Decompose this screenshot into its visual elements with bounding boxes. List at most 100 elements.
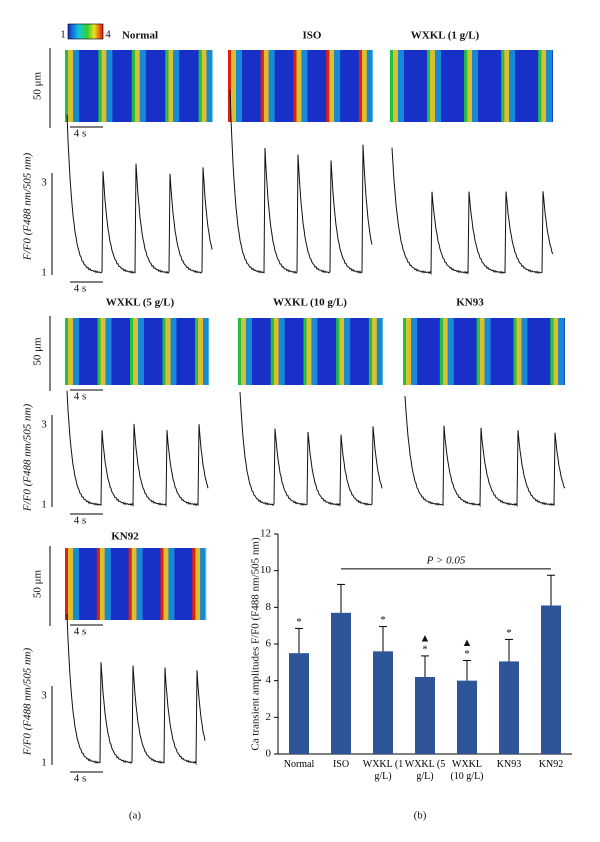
scan-stripe — [509, 50, 516, 122]
scan-stripe — [479, 318, 485, 385]
x-tick-label: WXKL (5 g/L) — [404, 759, 446, 782]
colorbar-max: 4 — [105, 29, 111, 41]
group-title: KN92 — [111, 531, 139, 543]
scan-stripe — [501, 50, 505, 122]
bar — [499, 661, 519, 754]
trace-y-label: F/F0 (F488 nm/505 nm) — [22, 404, 34, 513]
scan-stripe — [538, 50, 542, 122]
scan-stripe — [201, 50, 207, 122]
group-title: ISO — [303, 30, 322, 42]
bar — [331, 612, 351, 754]
scan-stripe — [439, 318, 443, 385]
significance-symbol: * — [296, 616, 302, 628]
scan-stripe — [301, 50, 308, 122]
scan-stripe — [326, 50, 330, 122]
scan-stripe — [206, 50, 213, 122]
trace-tick: 3 — [41, 177, 47, 189]
scan-stripe — [236, 50, 242, 122]
colorbar — [67, 23, 104, 40]
y-tick-label: 4 — [266, 674, 272, 686]
scan-stripe — [303, 318, 307, 385]
scan-stripe — [162, 318, 166, 385]
scan-stripe — [139, 50, 146, 122]
panel-label: (b) — [414, 810, 427, 822]
scan-stripe — [163, 548, 169, 620]
scan-stripe — [73, 548, 79, 620]
scan-stripe — [260, 50, 264, 122]
significance-symbol: * — [506, 627, 512, 639]
scan-stripe — [339, 318, 345, 385]
scan-stripe — [65, 50, 68, 122]
scale-time: 4 s — [74, 626, 87, 638]
scan-stripe — [476, 318, 480, 385]
group-title: WXKL (1 g/L) — [411, 30, 480, 42]
trace — [66, 613, 206, 766]
y-tick-label: 10 — [260, 564, 272, 576]
scan-stripe — [513, 318, 517, 385]
significance-symbol: * — [380, 614, 386, 626]
scan-stripe — [65, 318, 68, 385]
scan-stripe — [192, 548, 196, 620]
trace-tick: 3 — [41, 419, 47, 431]
scan-stripe — [173, 50, 180, 122]
scan-stripe — [376, 318, 383, 385]
scan-stripe — [198, 318, 203, 385]
scan-stripe — [464, 50, 468, 122]
scan-stripe — [105, 318, 112, 385]
scale-length: 50 μm — [32, 569, 44, 598]
trace-tick: 3 — [41, 690, 47, 702]
scan-stripe — [203, 318, 209, 385]
scan-stripe — [427, 50, 431, 122]
x-tick-label: KN93 — [496, 759, 522, 770]
scan-stripe — [231, 50, 236, 122]
scale-length: 50 μm — [32, 337, 44, 366]
scan-stripe — [366, 50, 373, 122]
scale-time: 4 s — [74, 773, 87, 785]
trace — [391, 147, 554, 276]
scan-stripe — [228, 50, 231, 122]
scan-stripe — [368, 318, 372, 385]
scan-stripe — [293, 50, 297, 122]
scan-stripe — [238, 318, 241, 385]
scan-stripe — [168, 50, 174, 122]
scan-stripe — [98, 50, 102, 122]
colorbar-min: 1 — [60, 29, 66, 41]
significance-symbol: * — [464, 648, 470, 660]
scan-stripe — [361, 50, 367, 122]
scan-stripe — [358, 50, 362, 122]
group-title: WXKL (10 g/L) — [273, 297, 347, 309]
scan-stripe — [160, 548, 164, 620]
scan-stripe — [65, 548, 68, 620]
bar — [415, 677, 435, 754]
scan-stripe — [165, 318, 171, 385]
significance-symbol: ▲ — [462, 637, 473, 649]
scan-stripe — [136, 548, 143, 620]
scan-stripe — [390, 50, 393, 122]
scan-stripe — [200, 548, 207, 620]
scan-stripe — [504, 50, 510, 122]
group-title: WXKL (5 g/L) — [106, 297, 175, 309]
trace-y-label: F/F0 (F488 nm/505 nm) — [22, 153, 34, 262]
scan-stripe — [100, 318, 106, 385]
x-tick-label: WXKL (1 g/L) — [362, 759, 404, 782]
scan-stripe — [553, 318, 559, 385]
scan-stripe — [268, 50, 275, 122]
scan-stripe — [550, 318, 554, 385]
x-tick-label: ISO — [332, 759, 350, 770]
trace-tick: 1 — [41, 499, 47, 511]
bar — [541, 605, 561, 754]
y-tick-label: 0 — [266, 748, 272, 760]
scan-stripe — [195, 548, 201, 620]
scan-stripe — [484, 318, 491, 385]
scan-stripe — [435, 50, 442, 122]
scan-stripe — [336, 318, 340, 385]
x-tick-label: KN92 — [538, 759, 564, 770]
trace — [229, 89, 373, 274]
trace-y-label: F/F0 (F488 nm/505 nm) — [22, 648, 34, 757]
scan-stripe — [447, 318, 454, 385]
y-tick-label: 12 — [260, 528, 271, 540]
scan-stripe — [472, 50, 479, 122]
scan-stripe — [133, 318, 138, 385]
trace — [66, 390, 209, 507]
